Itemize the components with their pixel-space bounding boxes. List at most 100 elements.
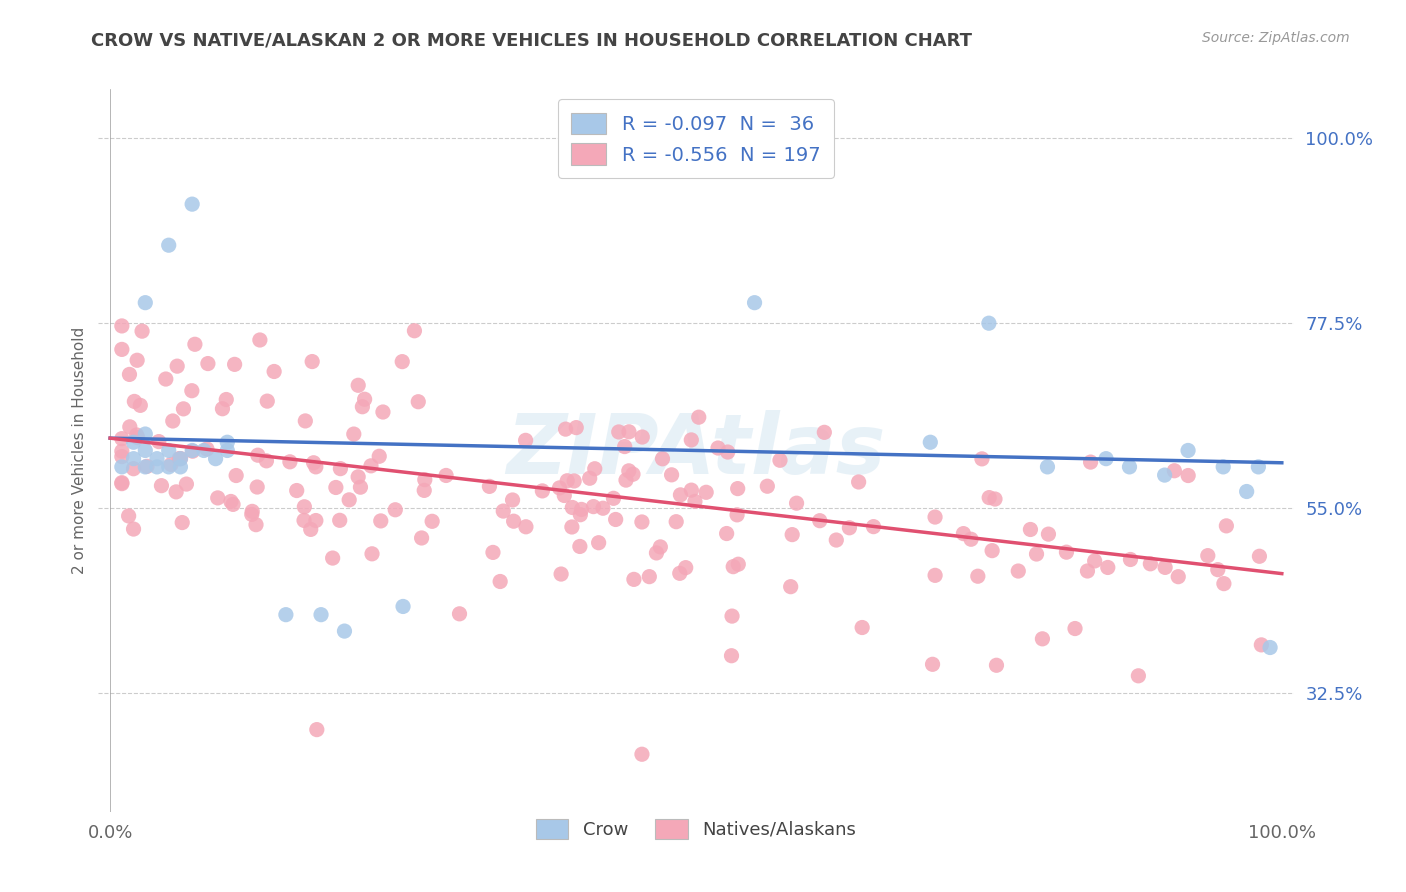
Point <box>727 558 749 572</box>
Point <box>225 468 247 483</box>
Point <box>162 414 184 428</box>
Point <box>614 473 637 487</box>
Point <box>240 504 263 518</box>
Point <box>361 547 384 561</box>
Point <box>353 392 375 407</box>
Point <box>217 443 239 458</box>
Point <box>111 444 134 458</box>
Point <box>329 461 352 475</box>
Point <box>134 295 156 310</box>
Point <box>111 459 134 474</box>
Point <box>125 428 148 442</box>
Text: CROW VS NATIVE/ALASKAN 2 OR MORE VEHICLES IN HOUSEHOLD CORRELATION CHART: CROW VS NATIVE/ALASKAN 2 OR MORE VEHICLE… <box>91 31 973 49</box>
Point <box>744 295 766 310</box>
Point <box>122 435 145 450</box>
Point <box>169 451 191 466</box>
Point <box>602 491 624 506</box>
Point <box>411 531 433 545</box>
Point <box>160 458 183 472</box>
Point <box>779 580 801 594</box>
Point <box>167 451 190 466</box>
Point <box>165 484 187 499</box>
Point <box>651 451 673 466</box>
Point <box>420 514 443 528</box>
Point <box>222 497 245 511</box>
Point <box>325 480 347 494</box>
Point <box>1076 564 1098 578</box>
Point <box>631 430 654 444</box>
Point <box>681 483 703 497</box>
Point <box>1007 564 1029 578</box>
Point <box>193 443 215 458</box>
Point <box>127 353 149 368</box>
Point <box>502 514 524 528</box>
Point <box>413 483 436 498</box>
Point <box>1247 459 1270 474</box>
Point <box>240 508 263 522</box>
Point <box>1215 519 1237 533</box>
Point <box>278 455 301 469</box>
Point <box>215 392 238 407</box>
Point <box>1084 554 1107 568</box>
Point <box>565 420 588 434</box>
Point <box>249 333 271 347</box>
Point <box>1212 576 1234 591</box>
Point <box>157 443 180 458</box>
Point <box>1019 523 1042 537</box>
Point <box>146 451 169 466</box>
Point <box>561 500 583 515</box>
Point <box>370 514 392 528</box>
Point <box>246 448 269 462</box>
Point <box>111 450 134 464</box>
Point <box>569 508 592 522</box>
Point <box>150 478 173 492</box>
Point <box>274 607 297 622</box>
Point <box>808 514 831 528</box>
Point <box>613 440 636 454</box>
Point <box>562 474 585 488</box>
Point <box>668 566 690 581</box>
Point <box>554 422 576 436</box>
Point <box>862 519 884 533</box>
Point <box>180 384 202 398</box>
Point <box>211 401 233 416</box>
Point <box>371 405 394 419</box>
Point <box>1097 560 1119 574</box>
Point <box>553 488 575 502</box>
Point <box>1128 669 1150 683</box>
Point <box>482 545 505 559</box>
Point <box>838 521 860 535</box>
Point <box>851 620 873 634</box>
Point <box>122 451 145 466</box>
Point <box>406 394 429 409</box>
Point <box>1095 451 1118 466</box>
Point <box>1119 552 1142 566</box>
Point <box>1163 464 1185 478</box>
Point <box>977 316 1000 330</box>
Point <box>124 394 146 409</box>
Point <box>631 515 654 529</box>
Point <box>368 450 391 464</box>
Point <box>301 354 323 368</box>
Point <box>1054 545 1077 559</box>
Point <box>769 453 792 467</box>
Point <box>921 657 943 672</box>
Point <box>489 574 512 589</box>
Point <box>256 454 278 468</box>
Point <box>181 197 204 211</box>
Point <box>333 624 356 638</box>
Point <box>561 520 583 534</box>
Point <box>285 483 308 498</box>
Y-axis label: 2 or more Vehicles in Household: 2 or more Vehicles in Household <box>72 326 87 574</box>
Point <box>695 485 717 500</box>
Point <box>360 458 382 473</box>
Point <box>617 464 640 478</box>
Legend: Crow, Natives/Alaskans: Crow, Natives/Alaskans <box>529 812 863 846</box>
Point <box>920 435 942 450</box>
Point <box>302 456 325 470</box>
Point <box>207 491 229 505</box>
Point <box>169 451 191 466</box>
Point <box>181 444 204 458</box>
Point <box>568 540 591 554</box>
Point <box>322 551 344 566</box>
